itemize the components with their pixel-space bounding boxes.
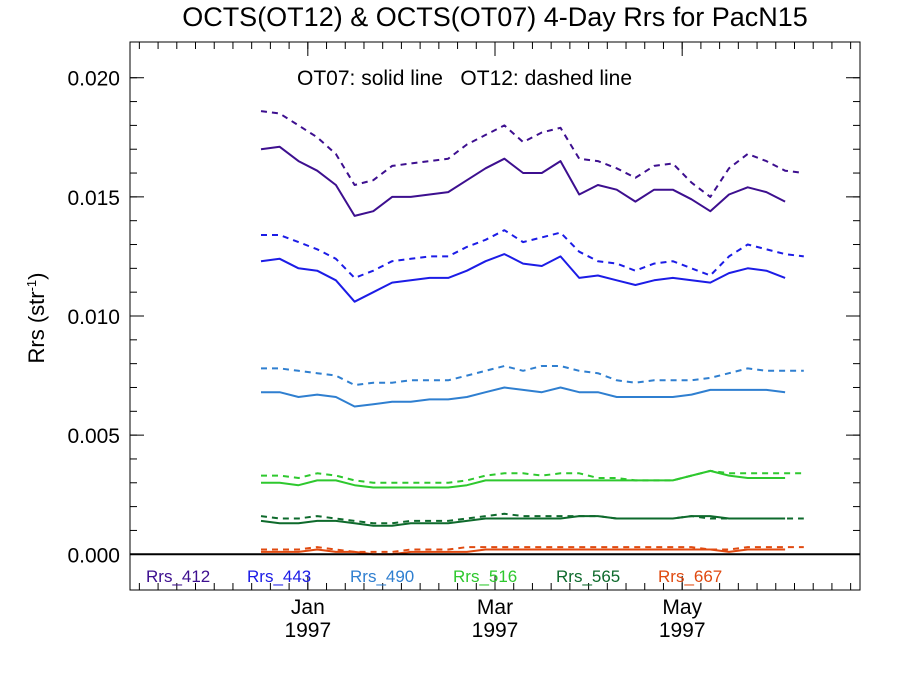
- chart-title: OCTS(OT12) & OCTS(OT07) 4-Day Rrs for Pa…: [182, 2, 808, 32]
- y-axis-label-text: Rrs (str: [24, 291, 49, 363]
- legend-item-rrs-667: Rrs_667: [658, 567, 722, 586]
- series-layer: [261, 111, 804, 554]
- legend-item-rrs-565: Rrs_565: [556, 567, 620, 586]
- series-line-rrs-565-solid: [261, 516, 785, 526]
- legend-item-rrs-516: Rrs_516: [453, 567, 517, 586]
- x-tick-label-month: Mar: [477, 596, 513, 619]
- y-tick-label: 0.015: [67, 187, 120, 210]
- x-tick-label-year: 1997: [284, 619, 331, 642]
- legend: Rrs_412 Rrs_443 Rrs_490 Rrs_516 Rrs_565 Rrs_6…: [146, 567, 722, 586]
- series-line-rrs-412-dashed: [261, 111, 804, 197]
- series-line-rrs-443-dashed: [261, 230, 804, 278]
- legend-item-rrs-412: Rrs_412: [146, 567, 210, 586]
- y-axis-label-close: ): [24, 273, 49, 280]
- series-line-rrs-490-solid: [261, 388, 785, 407]
- x-tick-label-year: 1997: [472, 619, 519, 642]
- legend-item-rrs-490: Rrs_490: [350, 567, 414, 586]
- x-tick-label-month: Jan: [291, 596, 325, 619]
- x-tick-label-month: May: [662, 596, 702, 619]
- y-tick-label: 0.005: [67, 425, 120, 448]
- y-axis-label: Rrs (str-1): [24, 273, 49, 364]
- y-tick-label: 0.000: [67, 544, 120, 567]
- x-tick-label-year: 1997: [659, 619, 706, 642]
- y-tick-label: 0.010: [67, 306, 120, 329]
- series-line-rrs-412-solid: [261, 147, 785, 216]
- legend-item-rrs-443: Rrs_443: [247, 567, 311, 586]
- y-axis: 0.000 0.005 0.010 0.015 0.020: [67, 68, 860, 568]
- series-line-rrs-443-solid: [261, 254, 785, 302]
- plot-frame: [130, 42, 860, 590]
- series-line-rrs-490-dashed: [261, 366, 804, 385]
- y-tick-label: 0.020: [67, 68, 120, 91]
- line-style-annotation: OT07: solid line OT12: dashed line: [297, 67, 632, 90]
- y-axis-label-superscript: -1: [24, 280, 39, 292]
- chart: OCTS(OT12) & OCTS(OT07) 4-Day Rrs for Pa…: [0, 0, 900, 675]
